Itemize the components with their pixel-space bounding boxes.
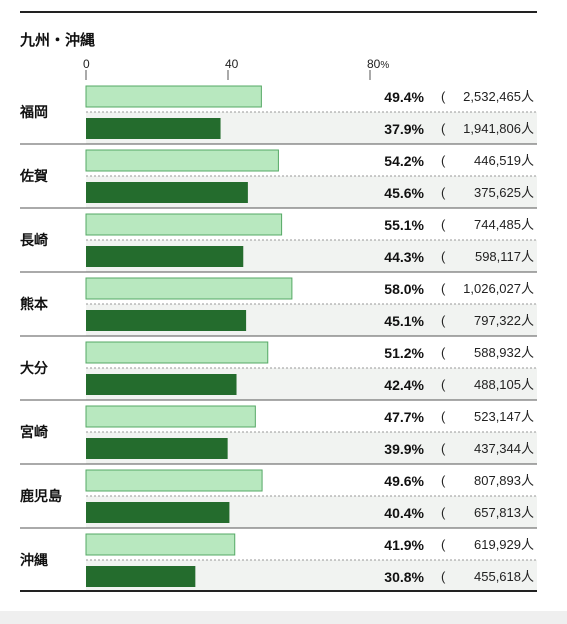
value-percent-label: 39.9%	[384, 441, 424, 457]
chart-title: 九州・沖縄	[19, 31, 95, 49]
category-label: 長崎	[20, 232, 48, 248]
value-percent-label: 49.6%	[384, 473, 424, 489]
count-open-paren: (	[441, 505, 446, 520]
axis-tick-label: 0	[83, 57, 90, 71]
bar-series-2	[86, 374, 237, 395]
count-open-paren: (	[441, 377, 446, 392]
value-percent-label: 44.3%	[384, 249, 424, 265]
count-open-paren: (	[441, 473, 446, 488]
count-open-paren: (	[441, 249, 446, 264]
bar-chart: 九州・沖縄 0 40 80% 福岡 49.4% (2,532,465人 37.9% (1,9…	[19, 11, 537, 592]
category-row: 鹿児島 49.6% (807,893人 40.4% (657,813人	[19, 463, 537, 528]
bar-series-1	[85, 533, 236, 556]
value-percent-label: 49.4%	[384, 89, 424, 105]
count-open-paren: (	[441, 89, 446, 104]
bar-series-1	[85, 85, 262, 108]
category-label: 佐賀	[19, 168, 48, 184]
category-label: 熊本	[20, 296, 49, 312]
bar-series-2	[86, 182, 248, 203]
category-row: 熊本 58.0% (1,026,027人 45.1% (797,322人	[20, 271, 537, 336]
count-open-paren: (	[441, 409, 446, 424]
value-percent-label: 40.4%	[384, 505, 424, 521]
count-open-paren: (	[441, 441, 446, 456]
bar-series-1	[85, 341, 269, 364]
count-label: 523,147人	[474, 409, 534, 424]
bar-series-2	[86, 118, 221, 139]
value-percent-label: 54.2%	[384, 153, 424, 169]
category-row: 宮崎 47.7% (523,147人 39.9% (437,344人	[20, 399, 537, 464]
category-row: 大分 51.2% (588,932人 42.4% (488,105人	[20, 335, 537, 400]
category-label: 福岡	[19, 104, 48, 120]
category-label: 沖縄	[20, 552, 48, 568]
value-percent-label: 55.1%	[384, 217, 424, 233]
page-bottom-band	[0, 611, 567, 624]
axis-tick-label: 80%	[367, 57, 389, 71]
count-label: 797,322人	[474, 313, 534, 328]
count-open-paren: (	[441, 153, 446, 168]
category-row: 沖縄 41.9% (619,929人 30.8% (455,618人	[20, 527, 537, 592]
count-label: 455,618人	[474, 569, 534, 584]
category-row: 佐賀 54.2% (446,519人 45.6% (375,625人	[19, 143, 537, 208]
count-label: 807,893人	[474, 473, 534, 488]
value-percent-label: 58.0%	[384, 281, 424, 297]
category-label: 大分	[20, 360, 48, 376]
category-row: 福岡 49.4% (2,532,465人 37.9% (1,941,806人	[19, 80, 537, 144]
count-label: 488,105人	[474, 377, 534, 392]
count-label: 1,941,806人	[463, 121, 534, 136]
value-percent-label: 45.1%	[384, 313, 424, 329]
count-label: 437,344人	[474, 441, 534, 456]
bar-series-2	[86, 438, 228, 459]
count-label: 2,532,465人	[463, 89, 534, 104]
bar-series-1	[85, 149, 279, 172]
bar-series-1	[85, 277, 293, 300]
count-label: 619,929人	[474, 537, 534, 552]
value-percent-label: 30.8%	[384, 569, 424, 585]
count-open-paren: (	[441, 537, 446, 552]
category-label: 宮崎	[20, 424, 48, 440]
count-open-paren: (	[441, 217, 446, 232]
axis-ticks: 0 40 80%	[83, 57, 389, 80]
value-percent-label: 42.4%	[384, 377, 424, 393]
value-percent-label: 47.7%	[384, 409, 424, 425]
count-label: 1,026,027人	[463, 281, 534, 296]
count-label: 375,625人	[474, 185, 534, 200]
category-row: 長崎 55.1% (744,485人 44.3% (598,117人	[20, 207, 537, 272]
value-percent-label: 45.6%	[384, 185, 424, 201]
count-label: 446,519人	[474, 153, 534, 168]
value-percent-label: 41.9%	[384, 537, 424, 553]
bar-series-2	[86, 246, 244, 267]
count-open-paren: (	[441, 345, 446, 360]
axis-tick-label: 40	[225, 57, 239, 71]
bar-series-2	[86, 502, 230, 523]
count-open-paren: (	[441, 185, 446, 200]
count-open-paren: (	[441, 281, 446, 296]
count-label: 657,813人	[474, 505, 534, 520]
bar-series-1	[85, 213, 283, 236]
count-open-paren: (	[441, 569, 446, 584]
bar-series-2	[86, 310, 247, 331]
value-percent-label: 37.9%	[384, 121, 424, 137]
bar-series-1	[85, 405, 256, 428]
count-label: 598,117人	[475, 249, 534, 264]
count-label: 588,932人	[474, 345, 534, 360]
count-open-paren: (	[441, 313, 446, 328]
count-label: 744,485人	[474, 217, 534, 232]
value-percent-label: 51.2%	[384, 345, 424, 361]
count-open-paren: (	[441, 121, 446, 136]
category-label: 鹿児島	[19, 488, 62, 504]
bar-series-2	[86, 566, 196, 587]
bar-series-1	[85, 469, 263, 492]
